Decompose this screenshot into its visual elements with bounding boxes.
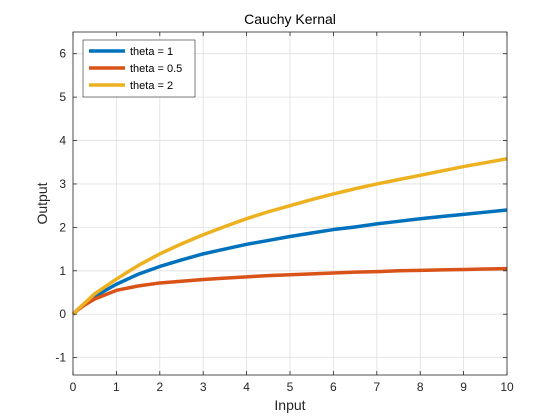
x-tick-labels: 0 1 2 3 4 5 6 7 8 9 10 [70,380,514,394]
x-axis-label: Input [274,397,305,413]
x-tick-label: 2 [156,380,163,394]
y-tick-label: 0 [59,307,66,321]
y-tick-label: -1 [55,351,66,365]
y-tick-label: 2 [59,220,66,234]
y-tick-label: 3 [59,177,66,191]
x-tick-label: 5 [287,380,294,394]
x-tick-label: 9 [460,380,467,394]
x-tick-label: 1 [113,380,120,394]
x-tick-label: 8 [417,380,424,394]
y-axis-label: Output [34,182,50,224]
chart-title: Cauchy Kernal [244,11,336,27]
tick-marks [72,32,508,375]
x-tick-label: 10 [500,380,514,394]
x-tick-label: 0 [70,380,77,394]
grid-lines [72,32,508,375]
y-tick-label: 6 [59,47,66,61]
y-tick-labels: -1 0 1 2 3 4 5 6 [55,47,66,365]
legend-label-3: theta = 2 [130,80,173,92]
legend-label-1: theta = 1 [130,46,173,58]
x-tick-label: 3 [200,380,207,394]
series-lines [71,157,508,316]
x-tick-label: 7 [373,380,380,394]
y-tick-label: 4 [59,134,66,148]
series-line-2 [71,266,508,316]
series-line-1 [71,208,508,316]
y-tick-label: 5 [59,90,66,104]
x-tick-label: 6 [330,380,337,394]
x-tick-label: 4 [243,380,250,394]
legend: theta = 1 theta = 0.5 theta = 2 [82,39,196,98]
series-line-3 [71,157,508,316]
y-tick-label: 1 [59,264,66,278]
legend-label-2: theta = 0.5 [130,63,182,75]
